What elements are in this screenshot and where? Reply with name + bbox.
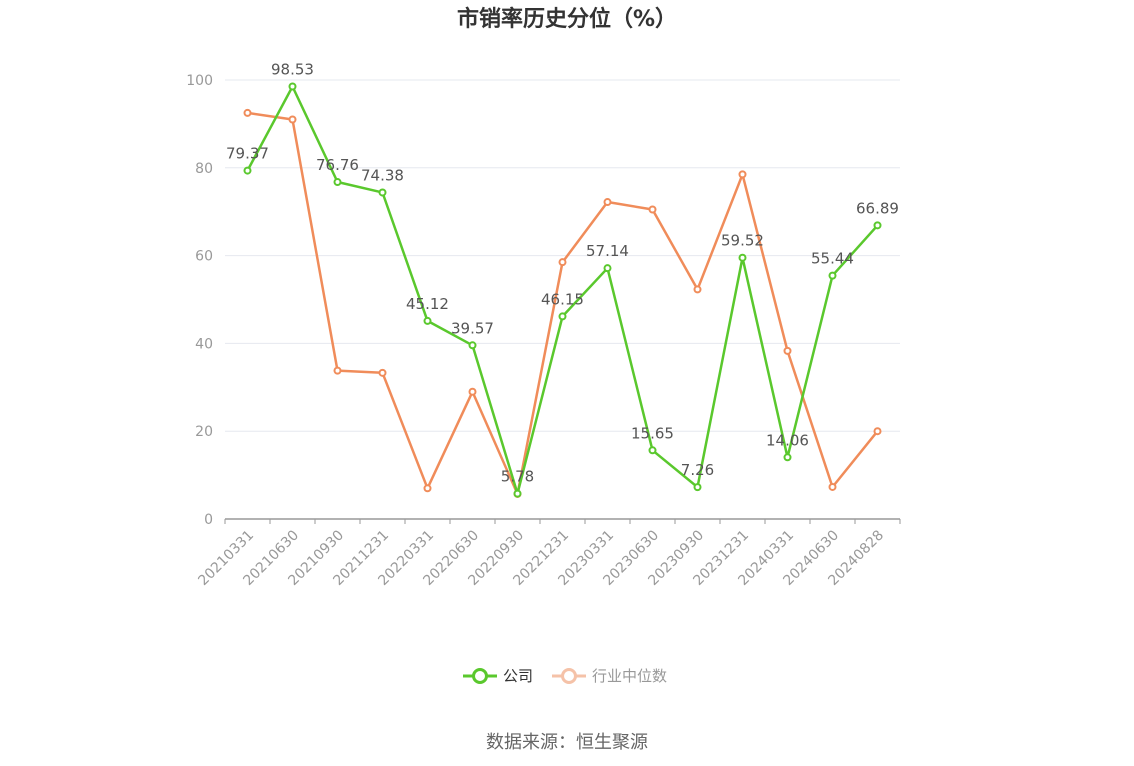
data-point[interactable] [648, 205, 657, 214]
data-label: 79.37 [226, 145, 269, 163]
data-label: 98.53 [271, 60, 314, 78]
data-label: 39.57 [451, 319, 494, 337]
data-label: 76.76 [316, 156, 359, 174]
data-point[interactable] [558, 312, 567, 321]
data-point[interactable] [828, 482, 837, 491]
data-label: 74.38 [361, 166, 404, 184]
data-label: 7.26 [681, 461, 714, 479]
data-point[interactable] [873, 427, 882, 436]
series-layer [243, 82, 882, 498]
data-point[interactable] [423, 484, 432, 493]
chart-title: 市销率历史分位（%） [457, 6, 677, 32]
data-point[interactable] [603, 198, 612, 207]
y-tick-label: 20 [195, 424, 213, 440]
data-point[interactable] [648, 446, 657, 455]
data-label: 57.14 [586, 242, 629, 260]
data-label: 66.89 [856, 199, 899, 217]
grid-layer [225, 79, 900, 432]
data-label: 55.44 [811, 250, 854, 268]
y-tick-label: 80 [195, 161, 213, 177]
data-label: 46.15 [541, 290, 584, 308]
data-point[interactable] [333, 366, 342, 375]
y-tick-label: 60 [195, 249, 213, 265]
data-label: 5.78 [501, 468, 534, 486]
data-point[interactable] [423, 316, 432, 325]
legend-label: 行业中位数 [592, 667, 667, 685]
y-tick-label: 40 [195, 336, 213, 352]
data-label: 45.12 [406, 295, 449, 313]
data-point[interactable] [873, 221, 882, 230]
legend-marker-icon [472, 668, 488, 684]
data-point[interactable] [243, 108, 252, 117]
data-point[interactable] [468, 341, 477, 350]
data-point[interactable] [288, 115, 297, 124]
data-point[interactable] [783, 453, 792, 462]
legend-item[interactable]: 行业中位数 [552, 667, 667, 685]
data-point[interactable] [513, 489, 522, 498]
data-point[interactable] [603, 264, 612, 273]
data-label: 59.52 [721, 232, 764, 250]
y-tick-label: 100 [186, 73, 213, 89]
data-point[interactable] [333, 178, 342, 187]
source-note: 数据来源：恒生聚源 [486, 732, 648, 753]
data-point[interactable] [378, 368, 387, 377]
data-point[interactable] [738, 253, 747, 262]
data-point[interactable] [558, 258, 567, 267]
y-tick-label: 0 [204, 512, 213, 528]
axis-layer: 0204060801002021033120210630202109302021… [186, 73, 901, 589]
legend-label: 公司 [503, 667, 533, 685]
legend-item[interactable]: 公司 [463, 667, 533, 685]
data-point[interactable] [468, 387, 477, 396]
data-point[interactable] [243, 166, 252, 175]
data-point[interactable] [738, 170, 747, 179]
data-point[interactable] [783, 346, 792, 355]
data-point[interactable] [693, 483, 702, 492]
data-point[interactable] [288, 82, 297, 91]
data-point[interactable] [828, 271, 837, 280]
data-point[interactable] [693, 285, 702, 294]
legend[interactable]: 公司 行业中位数 [463, 667, 667, 685]
legend-marker-icon [561, 668, 577, 684]
data-point[interactable] [378, 188, 387, 197]
data-label: 15.65 [631, 424, 674, 442]
data-label: 14.06 [766, 431, 809, 449]
